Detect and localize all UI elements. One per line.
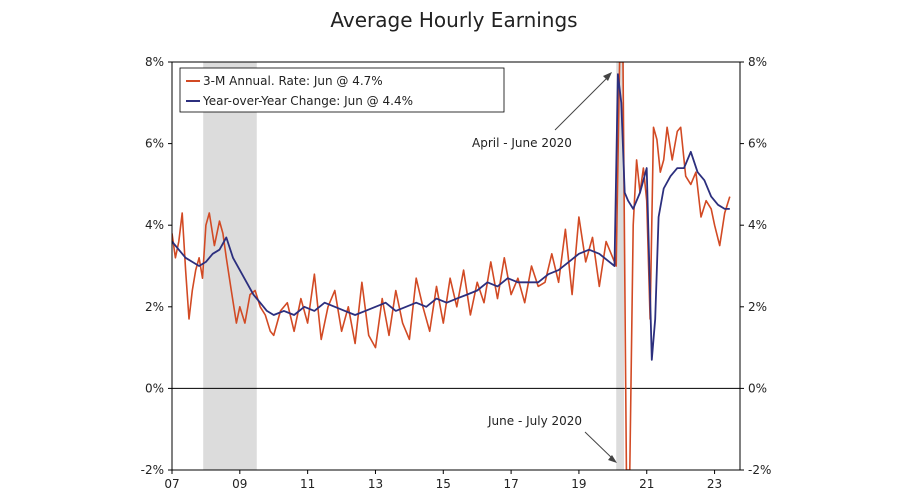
y-tick-label-left-0: 8% <box>145 55 164 69</box>
series-yoy-change <box>172 73 730 361</box>
annotation-june-july-2020-text: June - July 2020 <box>487 414 582 428</box>
x-tick-label-8: 23 <box>707 477 722 491</box>
annotation-april-june-2020-arrow <box>554 74 611 131</box>
recession-band-0 <box>203 62 257 470</box>
x-tick-label-1: 09 <box>232 477 247 491</box>
y-tick-label-left-3: 2% <box>145 300 164 314</box>
legend-label-yoy-change: Year-over-Year Change: Jun @ 4.4% <box>202 94 413 108</box>
x-tick-label-6: 19 <box>571 477 586 491</box>
annotation-april-june-2020-arrowhead <box>603 72 612 81</box>
x-tick-label-5: 17 <box>503 477 518 491</box>
annotation-june-july-2020: June - July 2020 <box>487 414 617 463</box>
y-tick-label-left-2: 4% <box>145 218 164 232</box>
annotation-june-july-2020-arrowhead <box>608 455 617 463</box>
chart-title: Average Hourly Earnings <box>330 8 577 32</box>
y-tick-label-left-1: 6% <box>145 137 164 151</box>
legend-label-3m-annual-rate: 3-M Annual. Rate: Jun @ 4.7% <box>203 74 383 88</box>
x-tick-label-0: 07 <box>164 477 179 491</box>
y-tick-label-left-5: -2% <box>141 463 164 477</box>
annotation-april-june-2020-text: April - June 2020 <box>472 136 572 150</box>
y-axis-ticks: 8% 8% 6% 6% 4% 4% 2% 2% 0% 0% -2% -2% <box>141 55 772 477</box>
y-tick-label-right-3: 2% <box>748 300 767 314</box>
y-tick-label-left-4: 0% <box>145 381 164 395</box>
x-tick-label-2: 11 <box>300 477 315 491</box>
series-3m-annual-rate <box>172 62 731 470</box>
y-tick-label-right-2: 4% <box>748 218 767 232</box>
x-tick-label-3: 13 <box>368 477 383 491</box>
x-tick-label-4: 15 <box>436 477 451 491</box>
plot-frame <box>171 61 741 471</box>
series-lines <box>172 62 731 470</box>
y-tick-label-right-1: 6% <box>748 137 767 151</box>
x-axis-ticks: 07 09 11 13 15 17 19 21 23 <box>164 470 722 491</box>
annotation-june-july-2020-arrow <box>584 431 615 461</box>
y-tick-label-right-4: 0% <box>748 381 767 395</box>
x-tick-label-7: 21 <box>639 477 654 491</box>
recession-shading <box>203 62 625 470</box>
y-tick-label-right-0: 8% <box>748 55 767 69</box>
annotation-april-june-2020: April - June 2020 <box>472 72 612 150</box>
recession-band-1 <box>616 62 625 470</box>
y-tick-label-right-5: -2% <box>748 463 771 477</box>
legend: 3-M Annual. Rate: Jun @ 4.7% Year-over-Y… <box>179 67 505 113</box>
legend-box <box>179 67 505 113</box>
